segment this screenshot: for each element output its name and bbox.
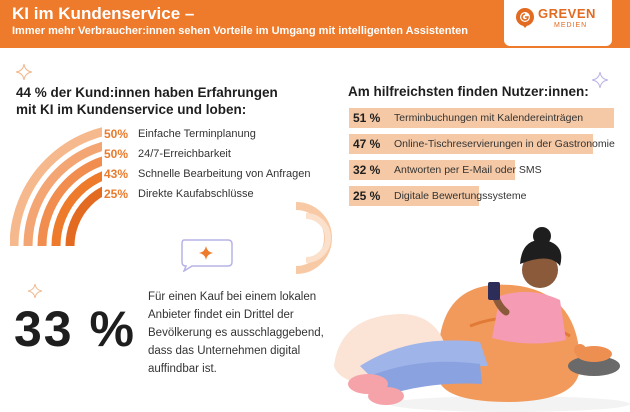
bar-fill xyxy=(349,160,516,180)
stat-label: Schnelle Bearbeitung von Anfragen xyxy=(138,168,311,180)
list-item: 43% Schnelle Bearbeitung von Anfragen xyxy=(104,164,310,184)
stat-percent: 25% xyxy=(104,187,129,201)
person-with-phone-illustration xyxy=(334,227,630,412)
sparkle-icon xyxy=(28,284,42,298)
bar-percent: 47 % xyxy=(353,137,381,151)
bar-label: Antworten per E-Mail oder SMS xyxy=(394,164,542,176)
bar-fill xyxy=(349,108,614,128)
logo-name: GREVEN xyxy=(538,6,596,21)
left-heading-line-2: mit KI im Kundenservice und loben: xyxy=(16,102,247,117)
stat-label: Direkte Kaufabschlüsse xyxy=(138,188,254,200)
bar-item: 32 % Antworten per E-Mail oder SMS xyxy=(349,160,542,180)
sparkle-icon xyxy=(16,64,32,80)
concentric-arcs-graphic xyxy=(10,120,310,250)
left-heading-line-1: 44 % der Kund:innen haben Erfahrungen xyxy=(16,85,278,100)
highlight-number: 33 % xyxy=(14,301,136,357)
stat-percent: 43% xyxy=(104,167,129,181)
location-pin-icon xyxy=(516,8,534,28)
logo-sub: MEDIEN xyxy=(554,22,588,29)
chat-bubble-icon xyxy=(181,239,233,272)
logo: GREVEN MEDIEN xyxy=(504,0,612,46)
stat-label: 24/7-Erreichbarkeit xyxy=(138,148,231,160)
highlight-text: Für einen Kauf bei einem lokalen Anbiete… xyxy=(148,291,324,375)
bar-percent: 25 % xyxy=(353,189,381,203)
bar-label: Online-Tischreservierungen in der Gastro… xyxy=(394,138,615,150)
bar-item: 51 % Terminbuchungen mit Kalendereinträg… xyxy=(349,108,614,128)
page-subtitle: Immer mehr Verbraucher:innen sehen Vorte… xyxy=(12,25,469,37)
bar-percent: 32 % xyxy=(353,163,381,177)
bar-item: 25 % Digitale Bewertungssysteme xyxy=(349,186,526,206)
bar-item: 47 % Online-Tischreservierungen in der G… xyxy=(349,134,615,154)
stat-label: Einfache Terminplanung xyxy=(138,128,256,140)
page-title: KI im Kundenservice – xyxy=(12,4,195,23)
stat-percent: 50% xyxy=(104,127,129,141)
bar-fill xyxy=(349,134,594,154)
list-item: 50% 24/7-Erreichbarkeit xyxy=(104,144,310,164)
list-item: 25% Direkte Kaufabschlüsse xyxy=(104,184,310,204)
header-banner: KI im Kundenservice – Immer mehr Verbrau… xyxy=(0,0,630,48)
left-heading: 44 % der Kund:innen haben Erfahrungen mi… xyxy=(16,84,316,118)
sparkle-icon xyxy=(592,72,608,88)
bar-percent: 51 % xyxy=(353,111,381,125)
bar-label: Digitale Bewertungssysteme xyxy=(394,190,527,202)
bar-label: Terminbuchungen mit Kalendereinträgen xyxy=(394,112,584,124)
list-item: 50% Einfache Terminplanung xyxy=(104,124,310,144)
half-ring-graphic xyxy=(295,202,332,274)
stat-percent: 50% xyxy=(104,147,129,161)
stat-list: 50% Einfache Terminplanung 50% 24/7-Erre… xyxy=(104,124,310,204)
bar-fill xyxy=(349,186,479,206)
right-heading: Am hilfreichsten finden Nutzer:innen: xyxy=(348,84,589,99)
